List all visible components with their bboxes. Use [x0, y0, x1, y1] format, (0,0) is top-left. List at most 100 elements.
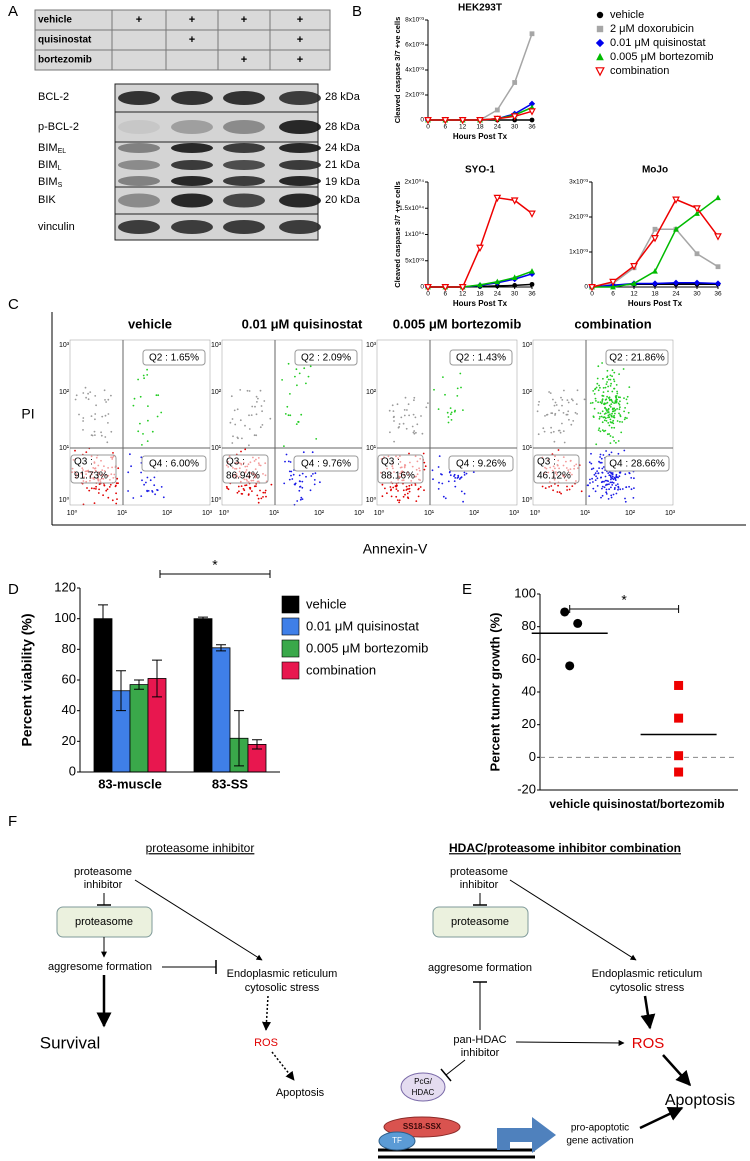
event-dot [456, 387, 459, 390]
event-dot [595, 386, 598, 389]
event-dot [609, 475, 612, 478]
event-dot [294, 482, 297, 485]
event-dot [580, 490, 583, 493]
event-dot [392, 486, 395, 489]
data-point [694, 251, 700, 257]
event-dot [618, 373, 620, 375]
data-point [494, 283, 500, 289]
event-dot [390, 488, 392, 491]
event-dot [312, 473, 314, 475]
event-dot [86, 487, 88, 489]
event-dot [608, 474, 611, 477]
event-dot [605, 450, 607, 452]
event-dot [609, 374, 612, 377]
flow-tick: 10¹ [269, 510, 280, 517]
band-name: BIK [38, 194, 56, 206]
event-dot [621, 488, 624, 490]
event-dot [450, 413, 452, 416]
blot-band [118, 220, 160, 234]
event-dot [550, 431, 553, 434]
event-dot [459, 372, 462, 375]
band-size: 24 kDa [325, 142, 361, 154]
event-dot [438, 455, 441, 457]
event-dot [607, 385, 609, 388]
event-dot [398, 423, 401, 425]
event-dot [402, 489, 405, 492]
event-dot [457, 474, 460, 477]
data-point [609, 278, 617, 287]
event-dot [609, 421, 612, 423]
edge [639, 1106, 684, 1130]
cell: + [241, 14, 247, 26]
event-dot [106, 488, 109, 491]
event-dot [615, 384, 618, 386]
event-dot [610, 415, 613, 417]
event-dot [552, 430, 555, 433]
event-dot [557, 484, 559, 487]
event-dot [611, 375, 613, 378]
event-dot [104, 399, 106, 401]
event-dot [389, 431, 391, 434]
cell: + [297, 34, 303, 46]
event-dot [597, 389, 600, 392]
event-dot [453, 475, 455, 477]
data-point [476, 244, 484, 253]
diagram-title: proteasome inhibitor [146, 841, 255, 855]
event-dot [396, 403, 399, 406]
event-dot [605, 383, 608, 385]
gate-label: Q3 : [381, 457, 400, 468]
event-dot [248, 444, 250, 447]
event-dot [381, 483, 384, 486]
event-dot [82, 420, 84, 422]
event-dot [146, 489, 149, 492]
event-dot [611, 412, 613, 415]
event-dot [303, 367, 306, 370]
data-point [441, 284, 450, 292]
event-dot [537, 433, 540, 436]
event-dot [416, 423, 419, 426]
event-dot [589, 478, 591, 481]
node-label: Endoplasmic reticulum [227, 968, 338, 980]
event-dot [256, 494, 259, 497]
event-dot [249, 486, 252, 489]
x-tick-label: 12 [630, 291, 638, 298]
series-line [428, 33, 533, 121]
event-dot [550, 485, 553, 487]
event-dot [570, 423, 573, 426]
legend-swatch [281, 617, 300, 636]
event-dot [562, 412, 565, 414]
event-dot [151, 491, 154, 493]
gate-box [605, 349, 669, 366]
event-dot [300, 413, 303, 416]
x-axis-label: Hours Post Tx [453, 299, 508, 308]
event-dot [315, 438, 318, 440]
event-dot [309, 489, 312, 492]
event-dot [107, 496, 110, 499]
flow-title: 0.005 μM bortezomib [393, 316, 522, 331]
event-dot [408, 490, 411, 493]
edge [261, 995, 271, 1031]
x-tick-label: 0 [426, 124, 430, 131]
x-tick-label: 24 [494, 291, 502, 298]
event-dot [576, 389, 579, 392]
event-dot [400, 416, 403, 419]
event-dot [438, 481, 440, 484]
event-dot [626, 402, 629, 405]
event-dot [592, 487, 595, 490]
event-dot [598, 467, 600, 469]
legend-label: combination [306, 662, 376, 677]
band-name: vinculin [38, 221, 75, 233]
event-dot [107, 398, 110, 401]
plot-frame [69, 339, 211, 506]
x-tick-label: 83-SS [212, 776, 248, 791]
event-dot [259, 426, 262, 429]
event-dot [593, 473, 596, 476]
event-dot [604, 479, 607, 482]
event-dot [605, 483, 608, 486]
event-dot [411, 425, 414, 428]
band-subscript: S [58, 182, 63, 189]
blot-band [118, 120, 160, 134]
event-dot [605, 493, 608, 495]
gate-label: 46.12% [537, 471, 571, 482]
data-point [630, 263, 638, 271]
